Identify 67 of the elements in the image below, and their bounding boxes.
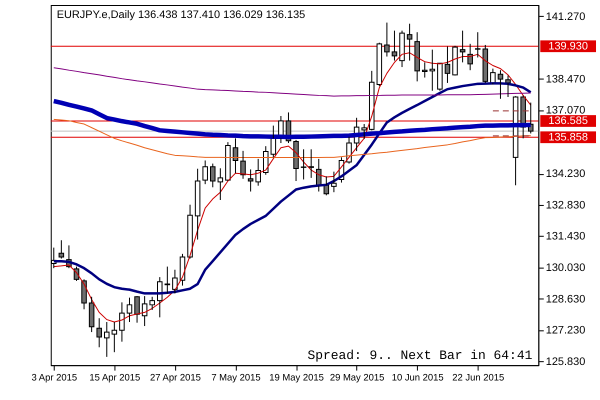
candlestick [474,32,481,58]
candlestick [134,296,140,324]
y-tick-label: 134.230 [546,168,586,180]
candlestick [172,269,178,294]
candlestick [392,30,398,62]
x-tick-label: 22 Jun 2015 [452,372,504,384]
candlestick [180,253,186,286]
y-tick-label: 130.030 [546,262,586,274]
y-tick-label: 127.230 [546,324,586,337]
candlestick [376,42,382,87]
candlestick [194,168,200,240]
x-tick-label: 27 Apr 2015 [150,372,201,384]
y-tick-label: 141.270 [546,10,586,23]
candlestick [88,296,94,333]
y-tick-label: 125.830 [546,356,586,368]
candlestick [498,70,504,100]
x-tick-label: 19 May 2015 [269,372,324,384]
annotation: Spread: 9.. Next Bar in 64:41 [307,348,533,364]
candlestick [308,148,314,178]
candlestick [361,124,367,140]
candlestick [218,168,224,201]
candlestick [112,322,118,353]
candlestick [119,302,125,342]
x-tick-label: 3 Apr 2015 [31,372,78,384]
candlestick [460,30,466,63]
candlestick [240,150,246,180]
candlestick [384,22,390,58]
candlestick [255,158,261,186]
candlestick [482,44,488,84]
candlestick [399,30,405,68]
candlestick [324,176,330,196]
candlestick [248,168,254,192]
candlestick [202,160,208,185]
line-series [53,67,532,97]
candlestick [104,322,110,358]
candlestick [331,171,337,193]
x-tick-label: 15 Apr 2015 [89,372,140,384]
candlestick [81,278,87,310]
candlestick [430,49,436,92]
x-tick-label: 10 Jun 2015 [392,372,444,384]
candlestick [422,62,428,78]
ref-line-label: 135.858 [548,131,588,144]
candlestick [210,163,216,188]
candlestick [232,138,238,174]
candlestick [149,296,155,310]
candlestick [414,32,420,82]
candlestick [126,297,132,323]
ref-line-label: 139.930 [548,40,588,52]
candlestick [270,125,276,158]
chart-title: EURJPY.e,Daily 136.438 137.410 136.029 136.135 [56,8,306,21]
y-tick-label: 132.830 [546,199,586,212]
y-tick-label: 128.630 [546,293,586,306]
candlestick [58,240,64,260]
ref-line-label: 136.585 [548,115,588,128]
y-tick-label: 131.430 [546,230,586,243]
candlestick [142,296,148,327]
x-tick-label: 29 May 2015 [330,372,384,384]
candlestick [96,318,102,348]
candlestick [444,46,450,84]
y-tick-label: 138.470 [546,73,586,86]
candlestick [406,23,412,62]
candlestick [225,142,231,182]
y-tick-label: 137.070 [546,104,586,117]
candlestick [300,148,306,180]
candlestick [293,139,299,182]
x-tick-label: 7 May 2015 [211,372,261,384]
candlestick [187,204,193,260]
